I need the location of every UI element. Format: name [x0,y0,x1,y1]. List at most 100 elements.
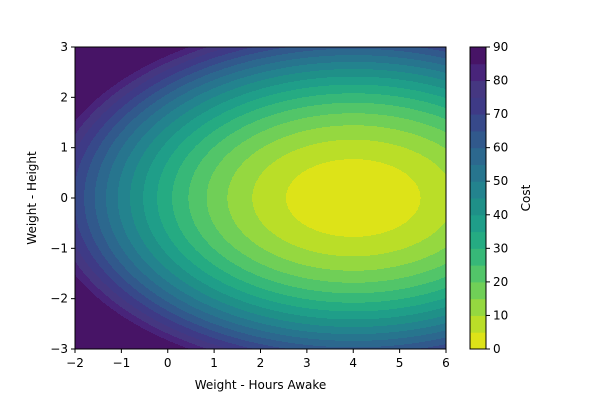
contour-cell [149,146,163,148]
contour-cell [145,286,159,288]
contour-cell [393,229,438,231]
contour-cell [193,149,211,151]
contour-cell [81,126,92,128]
contour-cell [335,55,372,57]
contour-cell [86,120,97,122]
contour-cell [254,82,288,84]
contour-cell [326,49,381,51]
contour-cell [300,148,407,150]
contour-cell [147,132,161,134]
contour-cell [141,311,154,313]
contour-cell [125,268,138,270]
contour-cell [442,265,446,267]
contour-cell [230,274,255,276]
contour-cell [137,252,151,254]
contour-cell [170,334,186,336]
contour-cell [190,121,208,123]
contour-cell [209,244,231,246]
contour-cell [98,222,110,224]
contour-cell [158,313,173,315]
contour-cell [92,126,103,128]
contour-cell [88,171,99,173]
contour-cell [94,258,105,260]
contour-cell [142,101,156,103]
contour-cell [75,90,107,92]
contour-cell [275,333,331,335]
contour-cell [228,206,253,208]
contour-cell [96,99,108,101]
contour-cell [421,259,446,261]
contour-cell [191,182,209,184]
contour-cell [118,195,130,197]
contour-cell [177,148,194,150]
contour-cell [130,191,143,193]
contour-cell [207,100,228,102]
contour-cell [110,264,122,266]
contour-cell [75,116,79,118]
contour-cell [193,132,212,134]
contour-cell [415,296,446,298]
contour-cell [292,286,414,288]
contour-cell [180,228,197,230]
contour-cell [254,242,288,244]
contour-cell [75,54,170,56]
contour-cell [159,90,174,92]
contour-cell [75,81,120,83]
contour-cell [215,249,237,251]
contour-cell [90,267,101,269]
contour-cell [107,274,119,276]
contour-cell [172,195,188,197]
contour-cell [209,181,231,183]
contour-cell [412,133,446,135]
contour-cell [115,270,127,272]
contour-cell [440,129,446,131]
contour-cell [75,310,114,312]
contour-cell [75,76,128,78]
contour-cell [316,267,390,269]
contour-cell [246,113,277,115]
contour-cell [75,213,85,215]
contour-cell [104,124,116,126]
contour-cell [77,118,88,120]
contour-cell [99,265,111,267]
contour-cell [152,291,166,293]
contour-cell [149,96,164,98]
contour-cell [138,70,151,72]
contour-cell [247,319,278,321]
contour-cell [75,211,85,213]
contour-cell [138,142,152,144]
contour-cell [252,201,286,203]
contour-cell [227,198,252,200]
contour-cell [139,162,152,164]
contour-cell [219,115,242,117]
contour-cell [79,144,90,146]
contour-cell [225,156,250,158]
contour-cell [215,106,237,108]
contour-cell [428,256,446,258]
contour-cell [207,192,228,194]
contour-cell [137,78,151,80]
contour-cell [222,282,246,284]
contour-cell [92,270,104,272]
contour-cell [288,153,419,155]
contour-cell [319,70,387,72]
contour-cell [75,258,83,260]
contour-cell [199,231,219,233]
contour-cell [97,150,108,152]
contour-cell [86,150,97,152]
contour-cell [290,211,416,213]
contour-cell [119,152,131,154]
contour-cell [111,87,123,89]
contour-cell [177,222,194,224]
contour-cell [106,240,117,242]
contour-cell [88,170,99,172]
contour-cell [172,328,189,330]
contour-cell [119,90,132,92]
contour-cell [75,124,83,126]
contour-cell [241,332,270,334]
contour-cell [133,217,146,219]
contour-cell [273,301,326,303]
contour-cell [208,153,228,155]
contour-cell [173,205,189,207]
y-tick-label: 0 [60,191,68,205]
